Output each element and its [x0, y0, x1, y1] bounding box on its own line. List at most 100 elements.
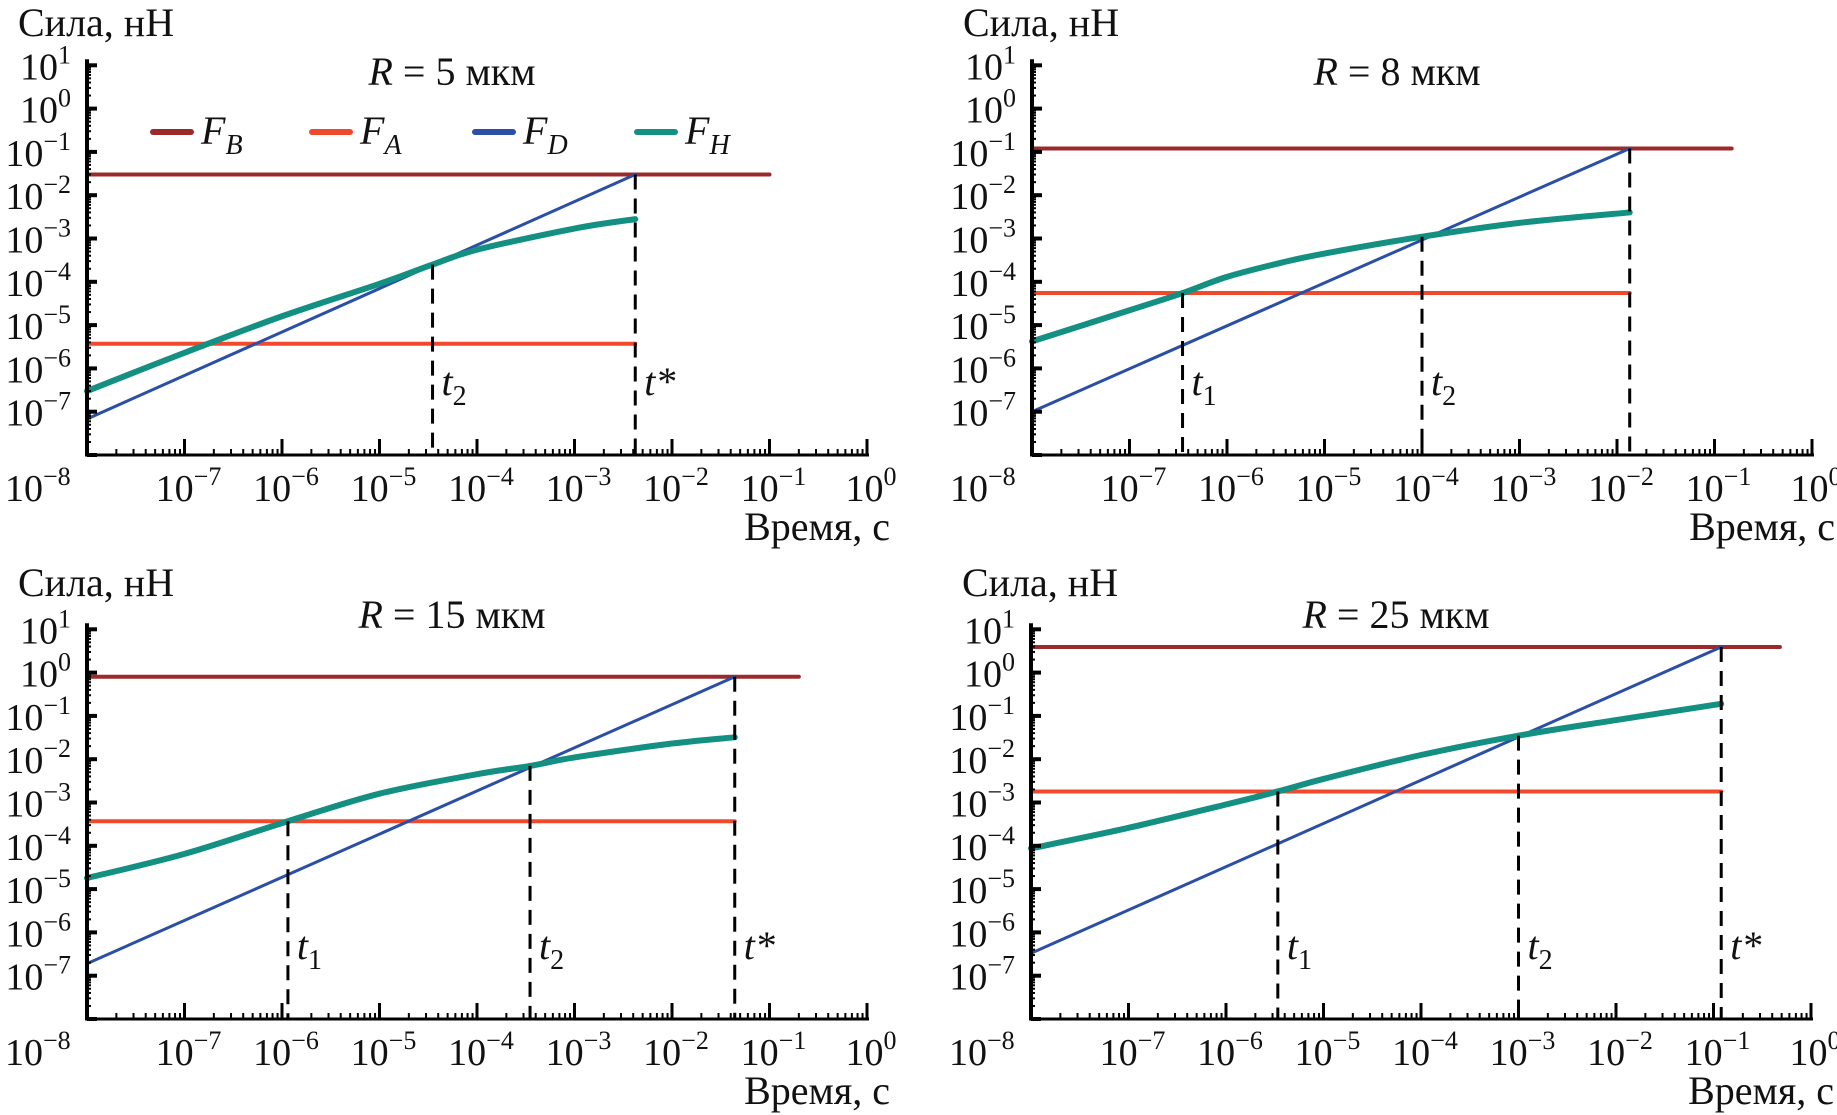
- y-tick-label: 10−1: [5, 691, 71, 739]
- tick-base: 10: [156, 468, 194, 510]
- tick-base: 10: [1197, 1032, 1235, 1074]
- tick-exponent: −6: [1235, 1026, 1263, 1055]
- x-tick-label: 10−4: [1393, 462, 1459, 510]
- tick-base: 10: [643, 1032, 681, 1074]
- tick-base: 10: [846, 468, 884, 510]
- tick-exponent: −5: [1333, 1026, 1361, 1055]
- legend-symbol: F: [359, 108, 385, 153]
- tick-exponent: −7: [194, 1026, 222, 1055]
- tick-exponent: −6: [43, 907, 71, 936]
- tick-exponent: 1: [58, 604, 71, 633]
- legend-subscript: H: [708, 130, 731, 161]
- tick-base: 10: [5, 468, 43, 510]
- tick-exponent: −4: [987, 821, 1015, 850]
- tick-exponent: −1: [987, 691, 1015, 720]
- tick-base: 10: [949, 1032, 987, 1074]
- tick-base: 10: [965, 46, 1003, 88]
- tick-base: 10: [5, 870, 43, 912]
- x-tick-label: 10−1: [741, 462, 807, 510]
- tick-exponent: −5: [389, 1026, 417, 1055]
- x-tick-label: 10−2: [1588, 462, 1654, 510]
- legend-label: FA: [359, 108, 402, 161]
- tick-exponent: −3: [43, 778, 71, 807]
- x-tick-label: 10−4: [448, 462, 514, 510]
- x-tick-label: 10−6: [253, 1026, 319, 1074]
- legend-subscript: B: [225, 130, 242, 161]
- tick-exponent: −6: [43, 343, 71, 372]
- tick-exponent: −2: [1625, 1026, 1653, 1055]
- tick-base: 10: [5, 1032, 43, 1074]
- tick-base: 10: [5, 393, 43, 435]
- title-text: = 15 мкм: [383, 592, 546, 637]
- tick-base: 10: [1393, 468, 1431, 510]
- x-tick-label: 10−1: [741, 1026, 807, 1074]
- y-tick-label: 10−1: [5, 127, 71, 175]
- chart-title: R = 25 мкм: [1301, 592, 1489, 637]
- tick-exponent: −2: [681, 462, 709, 491]
- tick-exponent: −4: [1431, 462, 1459, 491]
- tick-base: 10: [1587, 1032, 1625, 1074]
- tick-exponent: −6: [988, 343, 1016, 372]
- tick-exponent: 0: [1002, 648, 1015, 677]
- tick-exponent: −5: [987, 864, 1015, 893]
- corner-tick-label: 10−8: [950, 462, 1016, 510]
- marker-symbol: t: [1431, 359, 1443, 404]
- tick-base: 10: [5, 220, 43, 262]
- tick-exponent: −1: [43, 127, 71, 156]
- tick-base: 10: [950, 468, 988, 510]
- tick-base: 10: [1296, 468, 1334, 510]
- x-tick-label: 10−3: [1491, 462, 1557, 510]
- y-tick-label: 10−6: [949, 907, 1015, 955]
- tick-exponent: −5: [43, 864, 71, 893]
- tick-exponent: −3: [43, 214, 71, 243]
- tick-base: 10: [950, 393, 988, 435]
- x-tick-label: 10−2: [1587, 1026, 1653, 1074]
- y-tick-label: 10−2: [949, 734, 1015, 782]
- y-tick-label: 10−4: [949, 821, 1015, 869]
- x-tick-label: 10−7: [1100, 1026, 1166, 1074]
- tick-exponent: −2: [988, 170, 1016, 199]
- tick-exponent: −3: [1528, 1026, 1556, 1055]
- tick-base: 10: [5, 133, 43, 175]
- tick-base: 10: [643, 468, 681, 510]
- series-line-fh: [1029, 209, 1633, 345]
- tick-base: 10: [5, 827, 43, 869]
- tick-base: 10: [5, 913, 43, 955]
- x-tick-label: 10−5: [351, 1026, 417, 1074]
- tick-exponent: −5: [1334, 462, 1362, 491]
- marker-symbol: t: [1192, 359, 1204, 404]
- y-tick-label: 10−7: [5, 951, 71, 999]
- tick-base: 10: [5, 306, 43, 348]
- tick-exponent: −7: [194, 462, 222, 491]
- x-axis-label: Время, с: [744, 1068, 890, 1113]
- marker-subscript: 1: [308, 945, 322, 976]
- tick-base: 10: [1686, 468, 1724, 510]
- chart-title: R = 5 мкм: [367, 49, 535, 94]
- y-tick-label: 100: [20, 84, 71, 132]
- tick-exponent: −5: [988, 300, 1016, 329]
- x-axis-label: Время, с: [744, 504, 890, 549]
- tick-base: 10: [448, 468, 486, 510]
- series-line-fh: [1028, 700, 1725, 852]
- y-tick-label: 10−7: [5, 387, 71, 435]
- x-tick-label: 10−7: [156, 462, 222, 510]
- legend-subscript: A: [382, 130, 402, 161]
- y-tick-label: 10−1: [950, 127, 1016, 175]
- legend-symbol: F: [200, 108, 226, 153]
- tick-base: 10: [5, 784, 43, 826]
- title-variable: R: [1312, 49, 1337, 94]
- tick-exponent: −4: [43, 257, 71, 286]
- y-axis-label: Сила, нН: [18, 0, 174, 45]
- marker-subscript: 2: [453, 381, 467, 412]
- x-tick-label: 100: [1791, 462, 1837, 510]
- tick-base: 10: [156, 1032, 194, 1074]
- tick-base: 10: [5, 740, 43, 782]
- tick-base: 10: [964, 610, 1002, 652]
- tick-base: 10: [950, 263, 988, 305]
- tick-base: 10: [5, 349, 43, 391]
- title-text: = 5 мкм: [393, 49, 536, 94]
- tick-base: 10: [1490, 1032, 1528, 1074]
- tick-base: 10: [950, 176, 988, 218]
